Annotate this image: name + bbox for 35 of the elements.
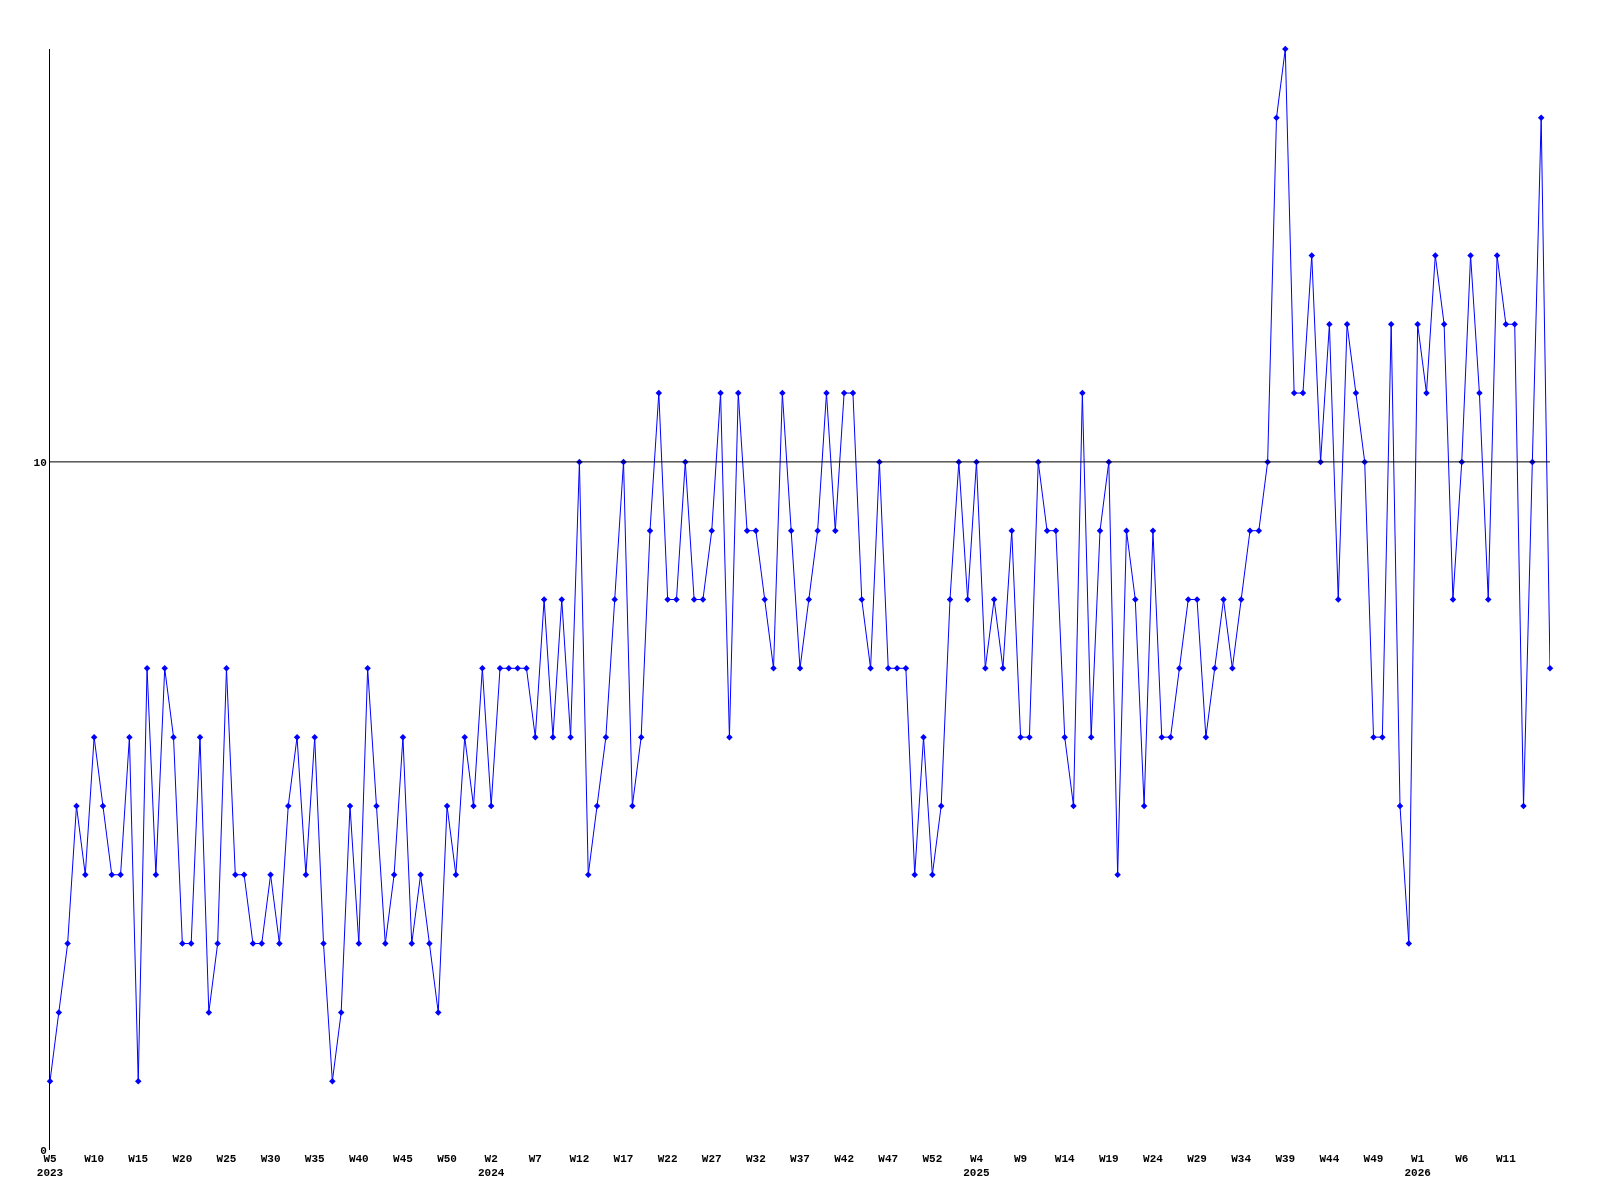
x-tick-label: W45 [393, 1153, 414, 1165]
x-tick-label: W11 [1495, 1153, 1517, 1165]
x-tick-label: W27 [701, 1153, 722, 1165]
x-tick-label: W20 [172, 1153, 193, 1165]
x-tick-label: W47 [878, 1153, 899, 1165]
x-tick-label: W24 [1143, 1153, 1164, 1165]
x-tick-label: W34 [1231, 1153, 1252, 1165]
x-tick-label: W32 [745, 1153, 766, 1165]
x-tick-label: W2 2024 [477, 1153, 505, 1180]
x-tick-label: W44 [1319, 1153, 1340, 1165]
y-tick-label: 10 [33, 456, 47, 469]
x-tick-label: W50 [437, 1153, 457, 1165]
x-tick-label: W1 2026 [1404, 1153, 1431, 1180]
x-tick-label: W14 [1054, 1153, 1076, 1165]
x-tick-label: W7 [528, 1153, 542, 1165]
x-tick-label: W5 2023 [36, 1153, 64, 1180]
x-tick-label: W19 [1098, 1153, 1119, 1165]
x-tick-label: W52 [922, 1153, 943, 1165]
x-tick-label: W17 [613, 1153, 634, 1165]
x-tick-label: W49 [1363, 1153, 1384, 1165]
x-tick-label: W42 [834, 1153, 855, 1165]
x-tick-label: W37 [790, 1153, 810, 1165]
x-tick-label: W29 [1187, 1153, 1207, 1165]
x-tick-label: W39 [1275, 1153, 1296, 1165]
x-tick-label: W12 [569, 1153, 590, 1165]
x-tick-label: W10 [84, 1153, 105, 1165]
x-tick-label: W35 [304, 1153, 326, 1165]
x-tick-label: W4 2025 [963, 1153, 991, 1180]
x-tick-label: W9 [1013, 1153, 1028, 1165]
x-tick-label: W6 [1455, 1153, 1469, 1165]
x-tick-label: W30 [260, 1153, 281, 1165]
x-tick-label: W15 [128, 1153, 149, 1165]
x-tick-label: W40 [348, 1153, 369, 1165]
x-tick-label: W22 [657, 1153, 678, 1165]
x-tick-label: W25 [216, 1153, 237, 1165]
